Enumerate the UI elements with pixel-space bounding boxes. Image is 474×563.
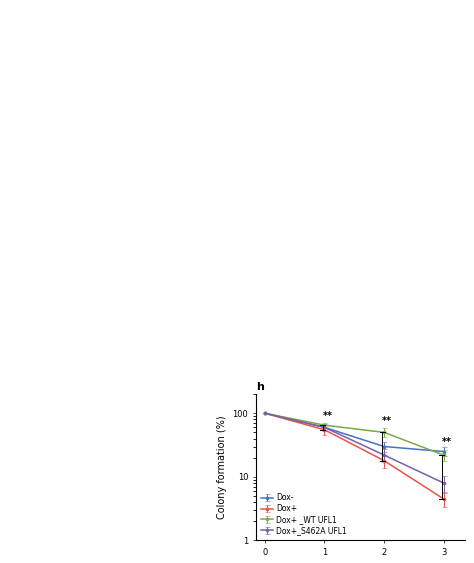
Text: **: **	[322, 411, 332, 421]
Text: **: **	[382, 417, 392, 426]
Text: **: **	[442, 436, 452, 446]
Legend: Dox-, Dox+, Dox+ _WT UFL1, Dox+_S462A UFL1: Dox-, Dox+, Dox+ _WT UFL1, Dox+_S462A UF…	[260, 492, 348, 537]
Y-axis label: Colony formation (%): Colony formation (%)	[217, 415, 227, 519]
Text: h: h	[256, 382, 264, 392]
